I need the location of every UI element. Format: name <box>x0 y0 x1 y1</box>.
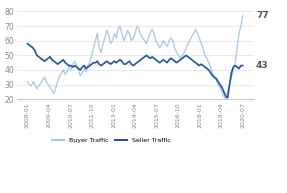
Text: 77: 77 <box>256 11 269 20</box>
Legend: Buyer Traffic, Seller Traffic: Buyer Traffic, Seller Traffic <box>49 135 174 146</box>
Text: 43: 43 <box>256 61 269 70</box>
